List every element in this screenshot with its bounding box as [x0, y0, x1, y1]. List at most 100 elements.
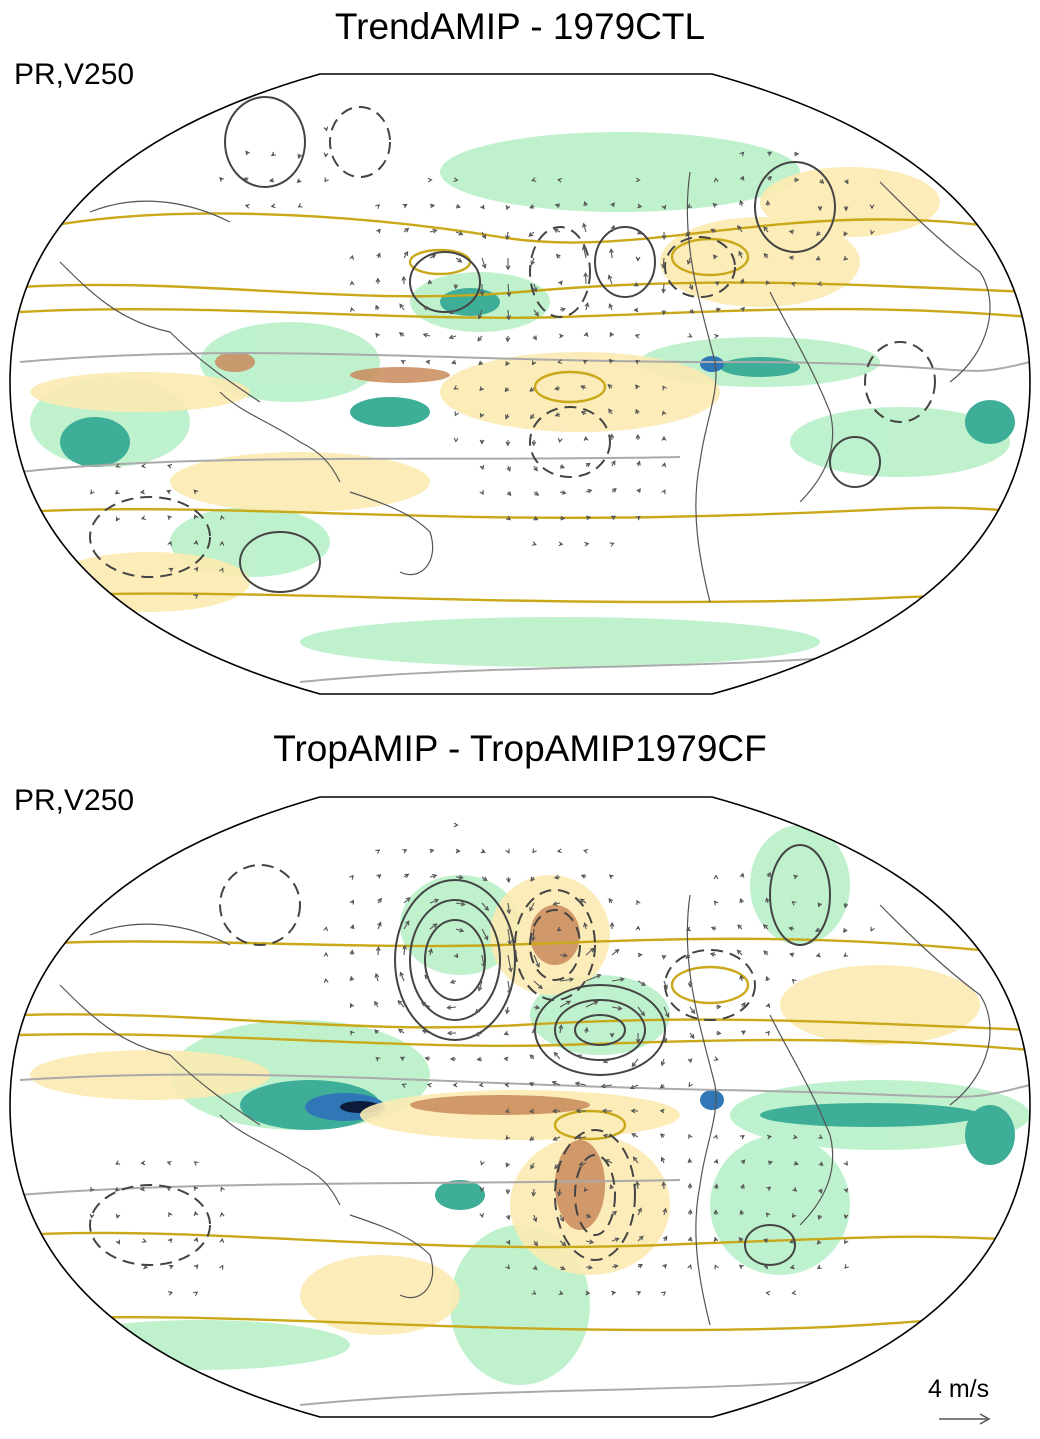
wind-vector-head: [608, 303, 614, 309]
wind-vector-head: [583, 922, 588, 928]
wind-vector-head: [739, 1135, 745, 1140]
wind-vector-head: [583, 200, 588, 207]
wind-vector-head: [685, 231, 691, 237]
wind-vector-head: [89, 1213, 95, 1219]
wind-vector-head: [402, 849, 408, 854]
wind-vector-head: [635, 1038, 641, 1044]
wind-vector-head: [458, 874, 464, 880]
wind-vector-head: [479, 490, 484, 496]
wind-vector-head: [506, 491, 512, 497]
wind-vector-head: [457, 258, 463, 263]
wind-vector-head: [815, 952, 821, 958]
wind-vector-head: [434, 898, 440, 904]
wind-vector-head: [505, 1162, 511, 1168]
wind-vector-head: [641, 981, 647, 986]
wind-vector-head: [630, 1108, 636, 1114]
wind-vector-head: [687, 1264, 692, 1270]
wind-vector: [630, 1084, 639, 1089]
wind-vector-head: [420, 1002, 426, 1007]
map-border-bottom: [9, 796, 1031, 1418]
wind-vector-head: [574, 1081, 580, 1087]
wind-vector-head: [479, 291, 485, 297]
wind-vector-head: [716, 1030, 722, 1036]
wind-vector-head: [167, 515, 173, 521]
wind-vector-head: [576, 1054, 582, 1059]
wind-vector-head: [714, 281, 720, 286]
wind-vector-head: [611, 1290, 617, 1296]
wind-vector-head: [297, 153, 302, 159]
wind-vector: [611, 1006, 622, 1010]
wind-vector-head: [604, 1159, 610, 1164]
coastlines: [59, 894, 991, 1326]
wind-vector-head: [535, 962, 540, 968]
wind-vector: [507, 309, 510, 320]
wind-vector-head: [870, 926, 875, 932]
wind-vector-head: [167, 1238, 173, 1244]
wind-vector-head: [585, 462, 591, 468]
wind-vector-head: [454, 411, 459, 417]
wind-vector-head: [662, 1038, 668, 1044]
wind-vector-head: [504, 387, 510, 393]
wind-vector-head: [270, 203, 276, 209]
wind-vector-head: [843, 1160, 848, 1166]
wind-vector-head: [140, 463, 146, 469]
wind-vector-head: [765, 1030, 770, 1036]
wind-vector-head: [767, 1160, 774, 1166]
wind-vector-head: [474, 1008, 480, 1014]
wind-vector-head: [505, 337, 511, 343]
wind-vector-head: [482, 876, 488, 882]
wind-vector-head: [375, 304, 380, 310]
wind-vector-head: [477, 336, 482, 342]
wind-vector-head: [609, 433, 615, 439]
wind-vector-head: [115, 1213, 121, 1219]
wind-vector-head: [791, 1213, 797, 1218]
wind-vector-head: [765, 897, 770, 903]
wind-vector-head: [792, 1134, 798, 1140]
wind-vector-head: [713, 1183, 719, 1189]
wind-vector-head: [529, 414, 535, 420]
wind-vector-head: [689, 308, 695, 314]
wind-vector-head: [619, 977, 625, 982]
wind-vector-head: [662, 1207, 668, 1213]
wind-vector: [481, 928, 489, 940]
wind-vector-head: [638, 1235, 644, 1241]
wind-vector-head: [323, 951, 329, 957]
wind-vector-head: [401, 1083, 407, 1088]
wind-vector-head: [559, 464, 566, 469]
wind-vector-head: [584, 541, 590, 547]
wind-vector-head: [629, 1084, 635, 1090]
wind-vector-head: [636, 1291, 642, 1296]
wind-vector-head: [788, 926, 794, 931]
wind-vector-head: [608, 408, 613, 414]
wind-vector-head: [506, 877, 511, 884]
wind-vector-head: [793, 874, 799, 880]
wind-vector-head: [602, 1133, 608, 1139]
wind-vector-head: [738, 1237, 744, 1242]
wind-vector-head: [843, 231, 848, 237]
wind-vector-head: [612, 1210, 618, 1216]
wind-vector-head: [633, 282, 639, 287]
wind-vector-head: [766, 1186, 772, 1192]
wind-vector-head: [661, 462, 667, 468]
wind-vector-head: [575, 1108, 581, 1114]
wind-vector-head: [740, 1159, 746, 1165]
wind-vector-head: [405, 897, 411, 902]
wind-vector-head: [375, 849, 381, 854]
wind-vector-head: [432, 228, 438, 234]
wind-vector-head: [532, 360, 537, 366]
wind-vector: [582, 246, 587, 259]
wind-vector-head: [637, 203, 643, 209]
wind-vector-head: [582, 222, 587, 228]
wind-vector-head: [636, 460, 641, 466]
wind-vector: [610, 249, 613, 259]
wind-vector-head: [815, 256, 821, 261]
wind-vector: [553, 1052, 561, 1060]
wind-vector-head: [609, 248, 614, 254]
wind-vector-head: [843, 952, 849, 958]
wind-vector-head: [690, 1009, 696, 1015]
wind-vector-head: [687, 203, 693, 209]
wind-vector-head: [634, 334, 640, 339]
wind-vector-head: [560, 515, 566, 521]
wind-vector-head: [583, 849, 589, 854]
wind-vector-head: [324, 177, 329, 183]
